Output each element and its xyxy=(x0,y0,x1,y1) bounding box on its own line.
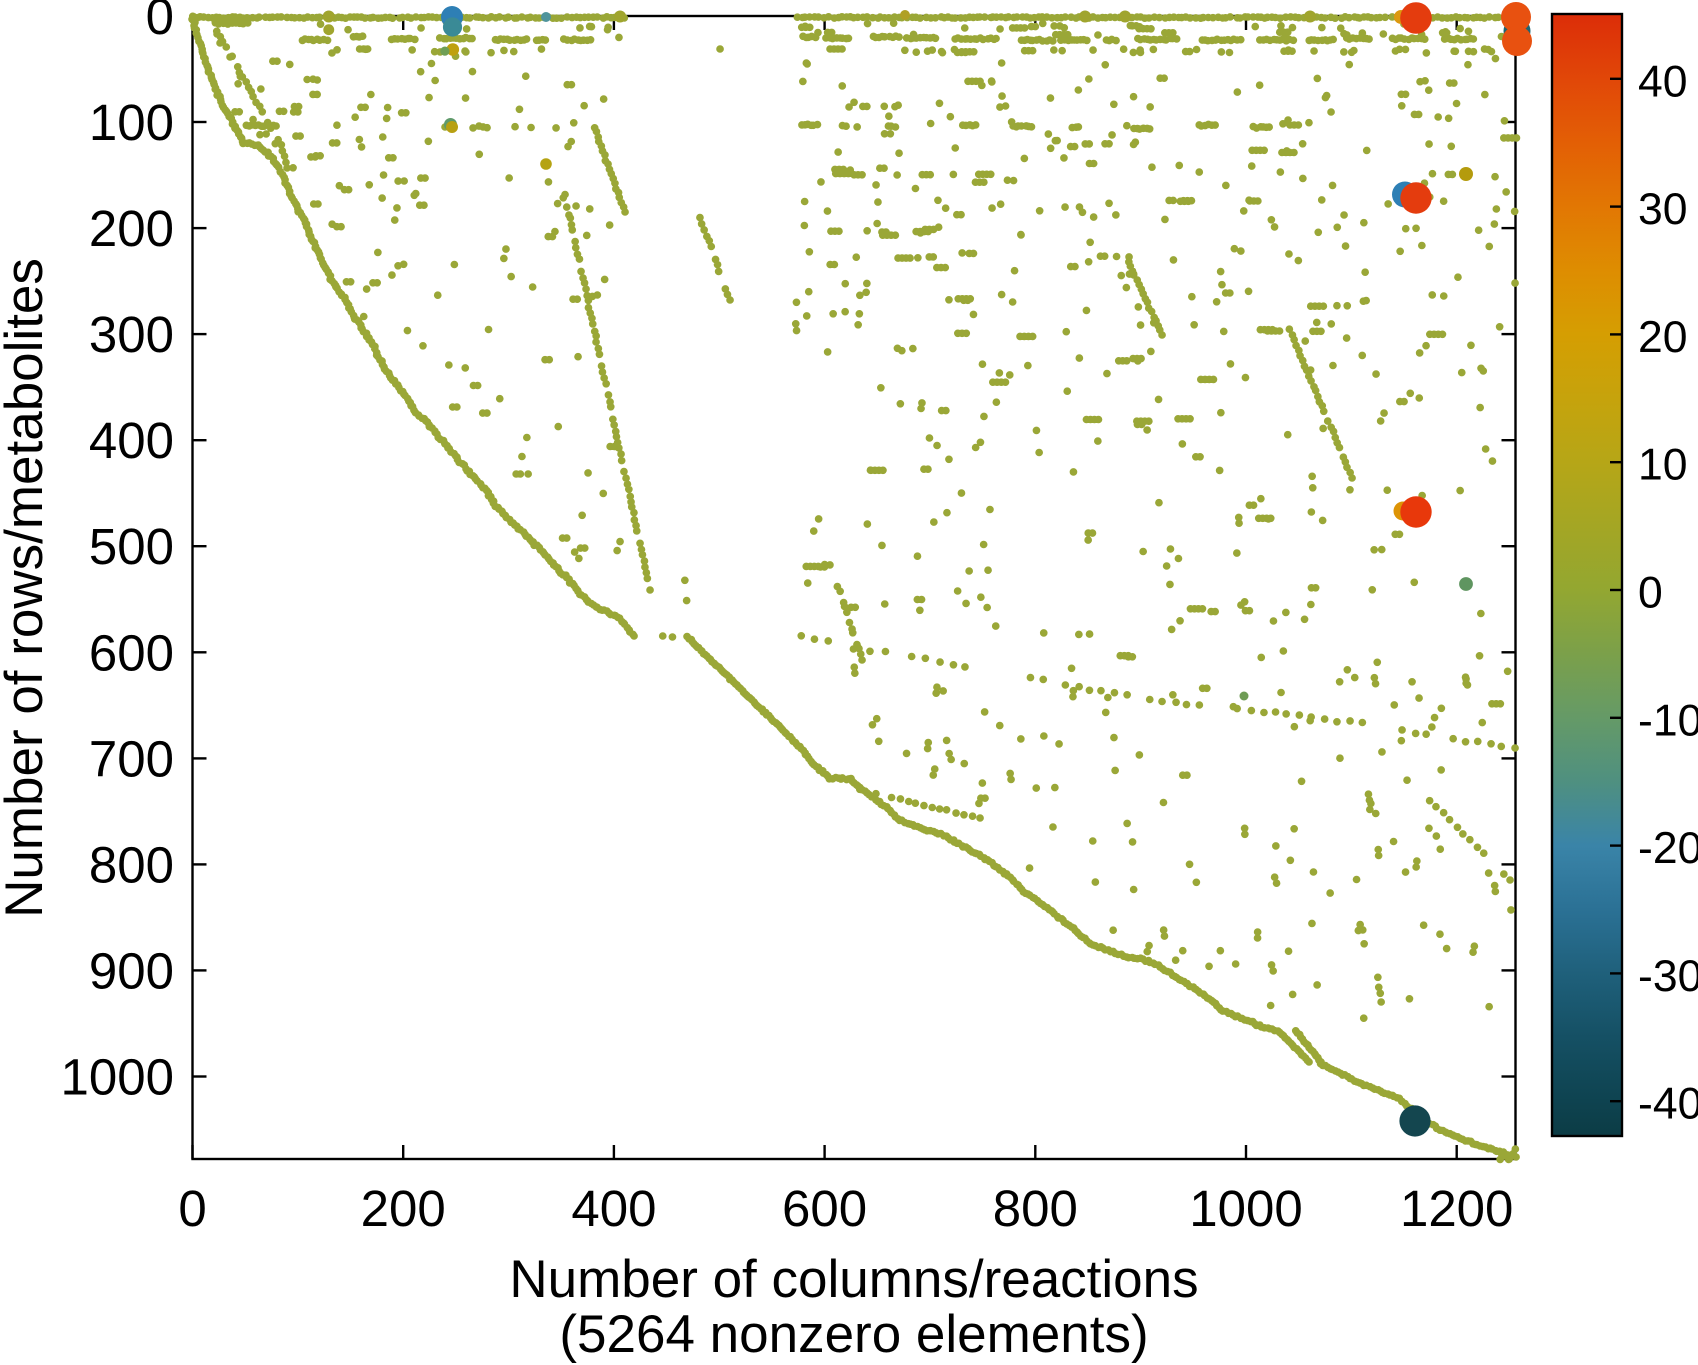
svg-text:-10: -10 xyxy=(1638,696,1698,745)
svg-text:500: 500 xyxy=(89,518,174,575)
svg-text:Number of columns/reactions: Number of columns/reactions xyxy=(509,1250,1198,1309)
svg-text:600: 600 xyxy=(782,1180,867,1237)
svg-text:200: 200 xyxy=(89,200,174,257)
svg-text:10: 10 xyxy=(1638,441,1688,490)
svg-text:-40: -40 xyxy=(1638,1080,1698,1129)
svg-text:200: 200 xyxy=(361,1180,446,1237)
svg-text:(5264 nonzero elements): (5264 nonzero elements) xyxy=(559,1305,1148,1364)
svg-text:1200: 1200 xyxy=(1400,1180,1513,1237)
svg-text:40: 40 xyxy=(1638,57,1688,106)
svg-text:20: 20 xyxy=(1638,313,1688,362)
svg-text:30: 30 xyxy=(1638,185,1688,234)
svg-text:1000: 1000 xyxy=(61,1049,174,1106)
svg-text:300: 300 xyxy=(89,306,174,363)
svg-text:Number of rows/metabolites: Number of rows/metabolites xyxy=(0,258,54,918)
svg-text:1000: 1000 xyxy=(1189,1180,1302,1237)
svg-text:800: 800 xyxy=(993,1180,1078,1237)
svg-text:-30: -30 xyxy=(1638,952,1698,1001)
svg-text:800: 800 xyxy=(89,836,174,893)
svg-text:400: 400 xyxy=(89,412,174,469)
svg-text:400: 400 xyxy=(571,1180,656,1237)
svg-text:0: 0 xyxy=(146,0,174,45)
svg-text:-20: -20 xyxy=(1638,824,1698,873)
svg-text:700: 700 xyxy=(89,730,174,787)
svg-text:900: 900 xyxy=(89,942,174,999)
svg-text:0: 0 xyxy=(178,1180,206,1237)
svg-text:0: 0 xyxy=(1638,569,1663,618)
svg-text:600: 600 xyxy=(89,624,174,681)
svg-text:100: 100 xyxy=(89,94,174,151)
